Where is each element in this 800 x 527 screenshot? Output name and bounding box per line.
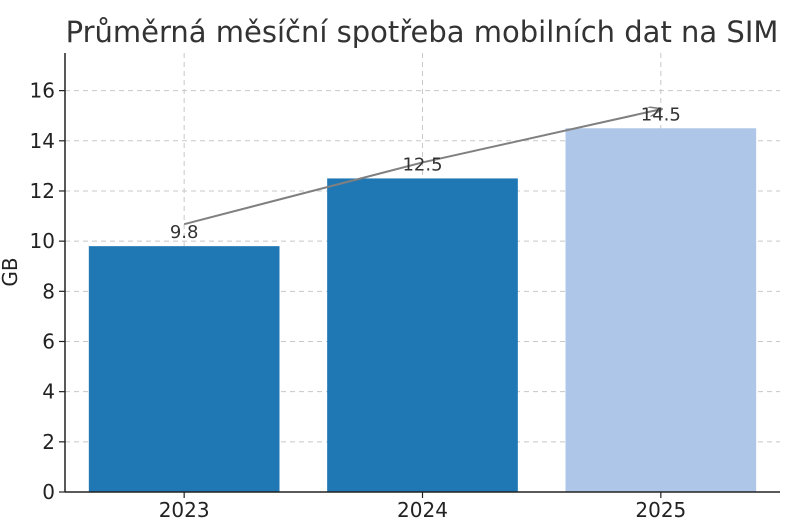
value-label-2025: 14.5 [641, 104, 681, 125]
labels-layer: 9.8 12.5 14.5 [170, 104, 681, 243]
x-tick-label: 2023 [159, 498, 210, 522]
value-label-2023: 9.8 [170, 222, 199, 243]
bar-2025 [565, 128, 757, 492]
bar-2024 [327, 178, 518, 492]
y-tick-label: 10 [30, 229, 55, 253]
value-label-2024: 12.5 [402, 154, 442, 175]
x-tick-label: 2025 [635, 498, 686, 522]
y-tick-label: 8 [42, 279, 55, 303]
y-tick-label: 14 [30, 129, 55, 153]
y-axis-label: GB [0, 257, 22, 286]
trend-arrow [183, 109, 661, 226]
y-tick-label: 16 [30, 79, 55, 103]
y-tick-label: 4 [42, 380, 55, 404]
bar-2023 [88, 246, 280, 492]
x-tick-label: 2024 [397, 498, 448, 522]
y-tick-label: 12 [30, 179, 55, 203]
y-tick-label: 2 [42, 430, 55, 454]
y-tick-label: 6 [42, 329, 55, 353]
chart-title: Průměrná měsíční spotřeba mobilních dat … [66, 15, 779, 49]
trend-layer [183, 109, 661, 226]
axes-layer: 0 2 4 6 8 10 12 14 16 2023 2024 2025 [30, 53, 780, 522]
y-tick-label: 0 [42, 480, 55, 504]
bars-layer [88, 128, 757, 492]
